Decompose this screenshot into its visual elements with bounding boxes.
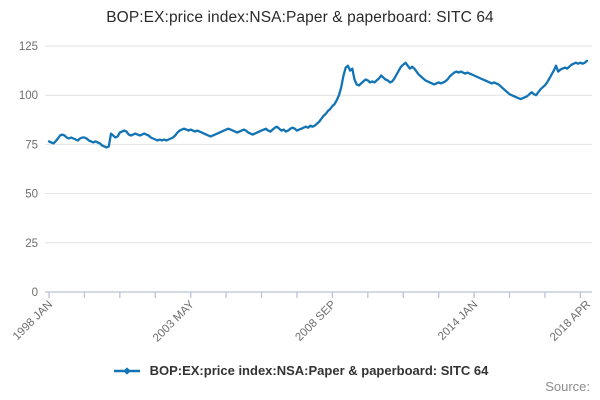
x-tick-label-1998-jan: 1998 JAN (11, 299, 55, 343)
source-label: Source: (545, 379, 590, 394)
x-tick-label-2003-may: 2003 MAY (151, 298, 197, 344)
legend-line-marker-icon (113, 366, 140, 375)
chart-canvas: 0 25 50 75 100 125 1998 JAN 2003 MAY 2008 SEP 201… (11, 41, 593, 344)
x-tick-label-2018-apr: 2018 APR (548, 299, 593, 344)
y-tick-label-125: 125 (19, 41, 38, 53)
y-tick-label-0: 0 (32, 287, 38, 299)
legend-series-label: BOP:EX:price index:NSA:Paper & paperboar… (149, 363, 489, 378)
price-index-series-line (47, 59, 589, 149)
y-tick-label-25: 25 (25, 238, 38, 250)
y-tick-label-50: 50 (25, 189, 38, 201)
legend[interactable]: BOP:EX:price index:NSA:Paper & paperboar… (0, 363, 600, 378)
x-tick-label-2008-sep: 2008 SEP (293, 298, 338, 343)
legend-point-icon (122, 366, 131, 375)
chart-title: BOP:EX:price index:NSA:Paper & paperboar… (106, 9, 494, 26)
y-tick-label-75: 75 (25, 139, 38, 151)
x-tick-label-2014-jan: 2014 JAN (436, 299, 480, 343)
y-tick-label-100: 100 (19, 90, 38, 102)
